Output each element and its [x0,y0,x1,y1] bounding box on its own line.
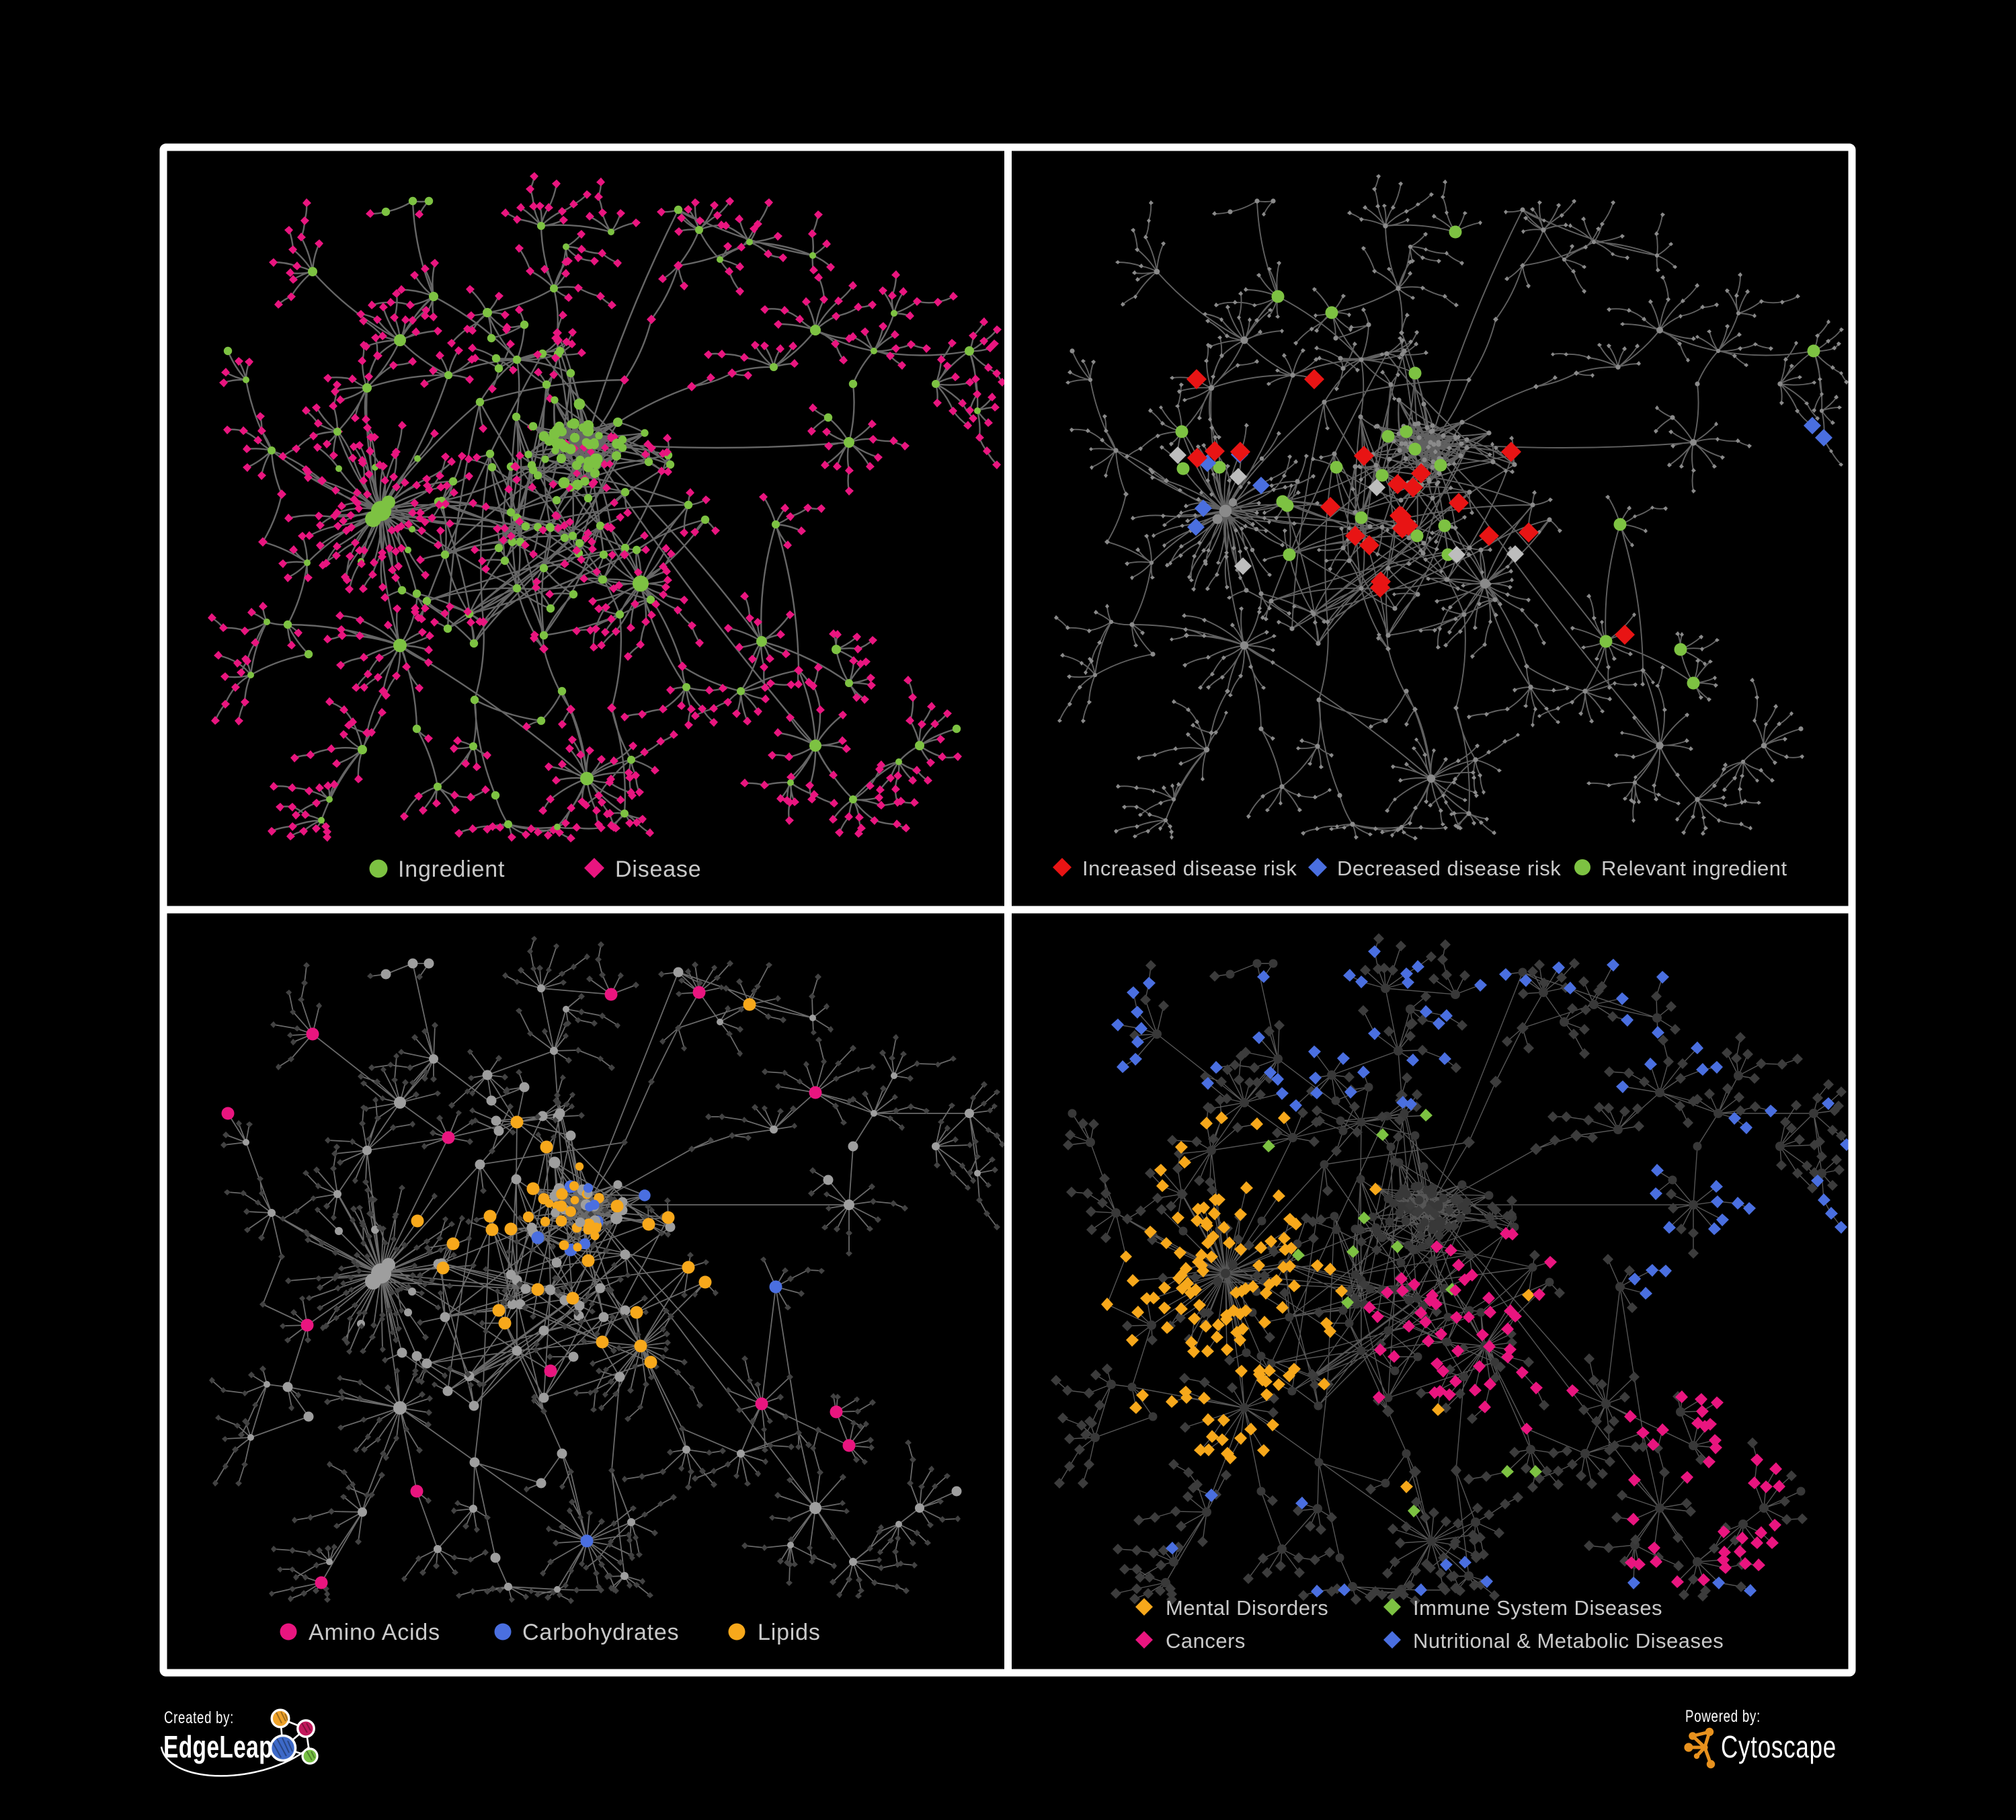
svg-text:Lipids: Lipids [758,1620,821,1645]
svg-text:Powered by:: Powered by: [1685,1707,1761,1726]
svg-text:Amino Acids: Amino Acids [309,1620,440,1645]
svg-text:Created by:: Created by: [164,1708,234,1727]
svg-text:Cytoscape: Cytoscape [1721,1729,1837,1764]
svg-text:Mental Disorders: Mental Disorders [1166,1596,1328,1620]
svg-text:Ingredient: Ingredient [398,857,505,882]
svg-text:Carbohydrates: Carbohydrates [522,1620,679,1645]
svg-text:Nutritional & Metabolic Diseas: Nutritional & Metabolic Diseases [1413,1629,1724,1653]
svg-text:Relevant ingredient: Relevant ingredient [1601,857,1787,880]
svg-text:Increased disease risk: Increased disease risk [1082,857,1297,880]
svg-text:Immune System Diseases: Immune System Diseases [1413,1596,1662,1620]
svg-text:Cancers: Cancers [1166,1629,1246,1653]
svg-text:Decreased disease risk: Decreased disease risk [1337,857,1561,880]
svg-text:Disease: Disease [615,857,701,882]
svg-text:EdgeLeap: EdgeLeap [163,1729,273,1764]
